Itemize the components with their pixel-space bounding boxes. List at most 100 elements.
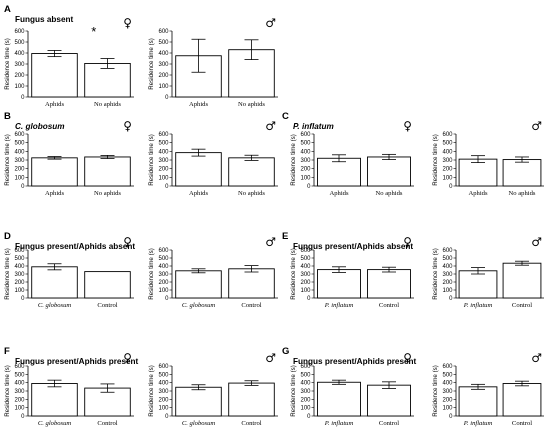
category-label: C. globosum <box>38 302 72 309</box>
bar <box>175 152 222 187</box>
y-tick-label: 100 <box>14 84 25 90</box>
y-tick-label: 100 <box>442 175 453 181</box>
y-tick-label: 500 <box>442 141 453 147</box>
sex-symbol: ♂ <box>265 119 276 133</box>
y-tick-label: 500 <box>158 40 169 46</box>
category-label: C. globosum <box>182 420 216 427</box>
y-tick-label: 300 <box>14 62 25 68</box>
y-tick-label: 400 <box>300 149 311 155</box>
y-tick-label: 300 <box>14 272 25 278</box>
y-tick-label: 0 <box>449 184 453 190</box>
y-tick-label: 200 <box>300 280 311 286</box>
category-label: No aphids <box>238 101 265 108</box>
y-tick-label: 300 <box>14 158 25 164</box>
y-tick-label: 400 <box>158 381 169 387</box>
bar <box>228 268 275 299</box>
y-tick-label: 300 <box>442 272 453 278</box>
y-tick-label: 600 <box>442 364 453 370</box>
category-label: Aphids <box>468 190 487 197</box>
bar <box>84 387 131 417</box>
bar <box>367 156 411 187</box>
bar <box>175 386 222 417</box>
y-tick-label: 500 <box>300 372 311 378</box>
y-axis-label: Residence time (s) <box>148 248 155 300</box>
y-axis-label: Residence time (s) <box>4 38 11 90</box>
sex-symbol: ♀ <box>123 235 132 249</box>
y-tick-label: 600 <box>300 248 311 254</box>
bar <box>458 158 498 187</box>
y-axis-label: Residence time (s) <box>432 248 439 300</box>
y-tick-label: 500 <box>442 256 453 262</box>
y-tick-label: 600 <box>14 29 25 35</box>
y-tick-label: 300 <box>14 389 25 395</box>
y-tick-label: 400 <box>300 381 311 387</box>
y-tick-label: 400 <box>14 264 25 270</box>
y-tick-label: 200 <box>14 280 25 286</box>
panel-label: D <box>4 231 11 242</box>
panel-label: B <box>4 111 11 122</box>
y-tick-label: 100 <box>14 406 25 412</box>
chart-panel-g1: G Fungus present/Aphids present 0 100 200 300… <box>282 346 417 427</box>
y-tick-label: 400 <box>158 51 169 57</box>
bar <box>317 269 361 299</box>
y-tick-label: 500 <box>14 256 25 262</box>
chart-panel-c1: C P. inflatum 0 100 200 300 400 500 600Residence… <box>282 111 414 197</box>
y-tick-label: 500 <box>14 40 25 46</box>
y-tick-label: 200 <box>14 167 25 173</box>
y-tick-label: 600 <box>158 364 169 370</box>
y-tick-label: 100 <box>14 175 25 181</box>
sex-symbol: ♂ <box>265 351 276 365</box>
bar <box>31 266 78 299</box>
y-tick-label: 200 <box>158 73 169 79</box>
bar <box>228 382 275 417</box>
y-tick-label: 300 <box>158 272 169 278</box>
bar <box>31 157 78 187</box>
y-axis-label: Residence time (s) <box>4 365 11 417</box>
y-tick-label: 0 <box>21 414 25 420</box>
y-tick-label: 500 <box>442 372 453 378</box>
chart-panel-f1: F Fungus present/Aphids present 0 100 200 300… <box>4 346 139 427</box>
y-tick-label: 200 <box>300 397 311 403</box>
y-tick-label: 100 <box>158 84 169 90</box>
chart-panel-b1: B C. globosum 0 100 200 300 400 500 600Residence… <box>4 111 134 197</box>
y-tick-label: 500 <box>300 256 311 262</box>
y-tick-label: 0 <box>165 296 169 302</box>
panel-label: E <box>282 231 288 242</box>
bar <box>367 269 411 299</box>
y-axis-label: Residence time (s) <box>4 134 11 186</box>
sex-symbol: ♀ <box>403 351 412 365</box>
y-tick-label: 100 <box>442 288 453 294</box>
y-tick-label: 200 <box>158 167 169 173</box>
y-tick-label: 400 <box>158 149 169 155</box>
y-tick-label: 200 <box>158 280 169 286</box>
y-tick-label: 300 <box>158 389 169 395</box>
y-tick-label: 600 <box>158 248 169 254</box>
y-tick-label: 200 <box>14 73 25 79</box>
y-tick-label: 600 <box>442 248 453 254</box>
category-label: P. inflatum <box>463 302 493 309</box>
sex-symbol: ♀ <box>123 119 132 133</box>
y-tick-label: 300 <box>158 62 169 68</box>
panel-label: A <box>4 4 11 15</box>
panel-title: Fungus present/Aphids present <box>293 357 417 366</box>
y-tick-label: 300 <box>300 389 311 395</box>
y-tick-label: 300 <box>442 389 453 395</box>
y-tick-label: 300 <box>300 272 311 278</box>
category-label: C. globosum <box>182 302 216 309</box>
sex-symbol: ♀ <box>403 235 412 249</box>
category-label: Control <box>379 420 399 427</box>
category-label: Control <box>97 302 117 309</box>
y-tick-label: 500 <box>14 372 25 378</box>
y-tick-label: 500 <box>300 141 311 147</box>
bar <box>317 157 361 187</box>
y-tick-label: 400 <box>14 381 25 387</box>
y-tick-label: 400 <box>442 381 453 387</box>
bar <box>458 270 498 299</box>
category-label: Control <box>241 420 261 427</box>
panel-title: Fungus absent <box>15 15 73 24</box>
y-tick-label: 600 <box>158 29 169 35</box>
y-tick-label: 200 <box>442 280 453 286</box>
bar <box>367 384 411 417</box>
